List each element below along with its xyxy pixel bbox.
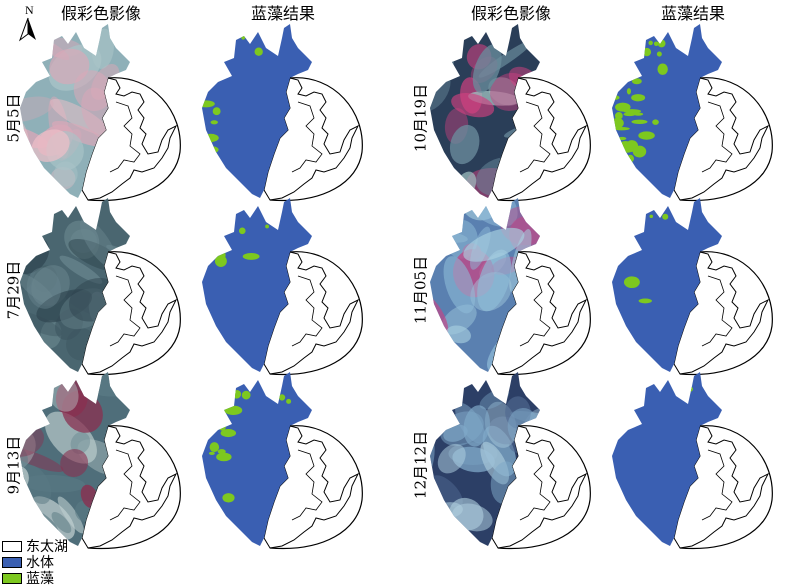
legend-swatch-water	[2, 556, 22, 568]
lake-boundary	[269, 251, 363, 376]
lake-boundary	[87, 251, 181, 376]
legend-swatch-algae	[2, 572, 22, 584]
legend-item-water: 水体	[2, 554, 68, 571]
cyano-result-map-d3	[194, 370, 364, 550]
false-color-map-d2	[12, 196, 182, 376]
false-color-map-d6	[422, 370, 592, 550]
north-label: N	[25, 3, 34, 17]
lake-boundary	[679, 77, 773, 202]
header-cyano-result-left: 蓝藻结果	[250, 4, 316, 23]
header-false-color-right: 假彩色影像	[470, 4, 552, 23]
lake-boundary	[679, 425, 773, 550]
false-color-map-d3	[12, 370, 182, 550]
cyano-result-map-d5	[604, 196, 774, 376]
lake-boundary	[87, 77, 181, 202]
north-arrow: N	[14, 2, 42, 44]
legend-label-water: 水体	[26, 555, 54, 571]
lake-boundary	[497, 425, 591, 550]
legend: 东太湖 水体 蓝藻	[2, 538, 68, 587]
cyano-result-map-d6	[604, 370, 774, 550]
legend-item-east-taihu: 东太湖	[2, 538, 68, 555]
lake-boundary	[679, 251, 773, 376]
lake-boundary	[497, 77, 591, 202]
legend-item-algae: 蓝藻	[2, 570, 68, 587]
legend-swatch-east-taihu	[2, 540, 22, 552]
lake-boundary	[269, 77, 363, 202]
cyano-result-map-d2	[194, 196, 364, 376]
false-color-map-d1	[12, 22, 182, 202]
lake-boundary	[87, 425, 181, 550]
legend-label-east-taihu: 东太湖	[26, 539, 68, 555]
false-color-map-d4	[422, 22, 592, 202]
lake-boundary	[497, 251, 591, 376]
header-cyano-result-right: 蓝藻结果	[660, 4, 726, 23]
cyano-result-map-d1	[194, 22, 364, 202]
lake-boundary	[269, 425, 363, 550]
cyano-result-map-d4	[604, 22, 774, 202]
false-color-map-d5	[422, 196, 592, 376]
legend-label-algae: 蓝藻	[26, 571, 54, 587]
header-false-color-left: 假彩色影像	[60, 4, 142, 23]
